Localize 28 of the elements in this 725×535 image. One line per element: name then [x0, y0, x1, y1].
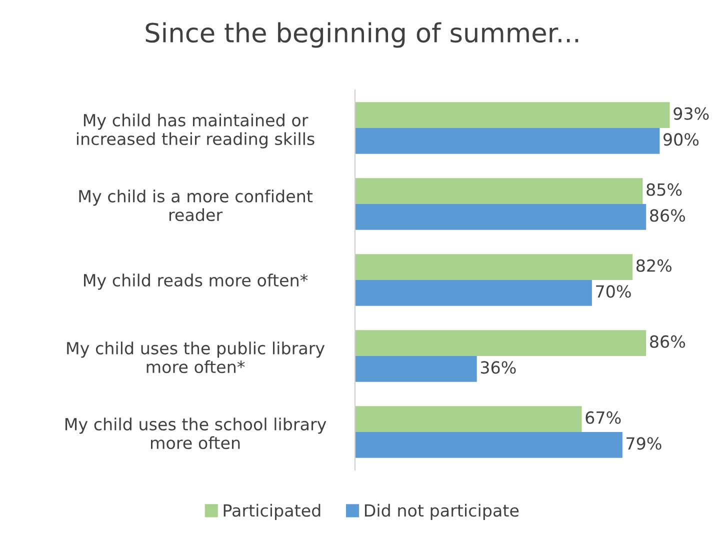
y-tick-label: My child uses the public library more often* [67, 342, 325, 374]
data-label: 79% [626, 437, 662, 450]
y-tick-label: My child reads more often* [84, 274, 308, 290]
legend-label: Did not participate [364, 504, 519, 520]
legend-label: Participated [224, 504, 320, 520]
bar [355, 102, 670, 128]
bar [355, 330, 646, 356]
data-label: 93% [674, 107, 709, 120]
y-tick-label: My child is a more confident reader [79, 190, 313, 222]
data-label: 70% [596, 285, 631, 298]
bar [355, 280, 592, 306]
data-label: 85% [646, 183, 682, 196]
data-label: 90% [663, 133, 699, 146]
chart-title: Since the beginning of summer... [146, 22, 578, 48]
bar [355, 254, 633, 280]
bar [355, 204, 646, 230]
data-label: 82% [636, 259, 672, 272]
bar [355, 432, 622, 458]
data-label: 36% [480, 361, 516, 374]
data-label: 67% [586, 411, 621, 424]
bar [355, 128, 660, 154]
bar [355, 178, 643, 204]
bar [355, 356, 477, 382]
bar [355, 406, 582, 432]
data-label: 86% [650, 335, 686, 348]
y-tick-label: My child has maintained or increased their reading skills [76, 114, 314, 148]
data-label: 86% [650, 209, 686, 222]
y-tick-label: My child uses the school library more often [65, 418, 326, 450]
